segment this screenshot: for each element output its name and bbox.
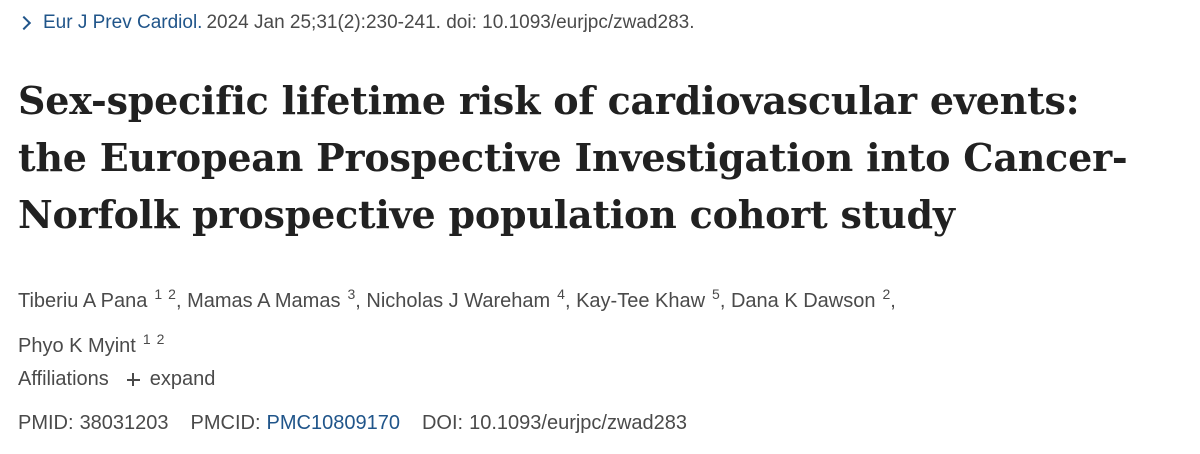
author-link[interactable]: Kay-Tee Khaw <box>576 290 706 312</box>
author-list-line: Tiberiu A Pana 1 2, Mamas A Mamas 3, Nichol… <box>18 275 1188 320</box>
author-link[interactable]: Nicholas J Wareham <box>366 290 551 312</box>
affiliations-label: Affiliations <box>18 368 109 390</box>
pmcid-label: PMCID: <box>190 412 261 434</box>
author-link[interactable]: Phyo K Myint <box>18 335 136 357</box>
pmcid-link[interactable]: PMC10809170 <box>266 412 400 434</box>
expand-label: expand <box>149 368 216 390</box>
doi-value: 10.1093/eurjpc/zwad283 <box>469 412 688 434</box>
author-separator: , <box>175 290 188 312</box>
doi-group: DOI: 10.1093/eurjpc/zwad283 <box>422 412 687 434</box>
author-list-line: Phyo K Myint 1 2 <box>18 320 1188 365</box>
affiliation-ref[interactable]: 1 <box>142 331 151 347</box>
chevron-right-icon[interactable] <box>16 15 32 31</box>
affiliation-ref[interactable]: 5 <box>712 286 720 302</box>
author-link[interactable]: Dana K Dawson <box>730 290 876 312</box>
affiliation-ref[interactable]: 3 <box>347 286 356 302</box>
pmid-label: PMID: <box>18 412 74 434</box>
affiliations-row: Affiliations expand <box>18 368 215 391</box>
affiliation-ref[interactable]: 4 <box>557 286 565 302</box>
title-line: Norfolk prospective population cohort st… <box>18 192 955 237</box>
pmcid-group: PMCID: PMC10809170 <box>191 412 400 434</box>
citation-line: Eur J Prev Cardiol. 2024 Jan 25;31(2):23… <box>16 12 695 34</box>
author-link[interactable]: Mamas A Mamas <box>187 290 341 312</box>
citation-details: 2024 Jan 25;31(2):230-241. doi: 10.1093/… <box>206 12 695 33</box>
author-separator: , <box>355 290 367 312</box>
pmid-value: 38031203 <box>79 412 169 434</box>
author-link[interactable]: Tiberiu A Pana <box>18 290 148 312</box>
affiliation-ref[interactable]: 1 <box>154 286 163 302</box>
journal-link[interactable]: Eur J Prev Cardiol. <box>43 12 203 33</box>
affiliation-ref[interactable]: 2 <box>168 286 176 302</box>
article-title: Sex-specific lifetime risk of cardiovasc… <box>18 72 1188 243</box>
doi-label: DOI: <box>421 412 464 434</box>
identifiers-row: PMID: 38031203 PMCID: PMC10809170 DOI: 10.109… <box>18 412 709 435</box>
affiliation-ref[interactable]: 2 <box>882 286 891 302</box>
pmid-group: PMID: 38031203 <box>18 412 169 434</box>
author-separator: , <box>564 290 577 312</box>
plus-icon <box>126 373 140 386</box>
expand-affiliations-button[interactable]: expand <box>126 368 216 391</box>
title-line: the European Prospective Investigation i… <box>18 135 1128 180</box>
author-separator: , <box>719 290 731 312</box>
author-separator: , <box>890 290 896 312</box>
author-list: Tiberiu A Pana 1 2, Mamas A Mamas 3, Nichol… <box>18 275 1188 365</box>
affiliation-ref[interactable]: 2 <box>156 331 165 347</box>
title-line: Sex-specific lifetime risk of cardiovasc… <box>18 78 1080 123</box>
